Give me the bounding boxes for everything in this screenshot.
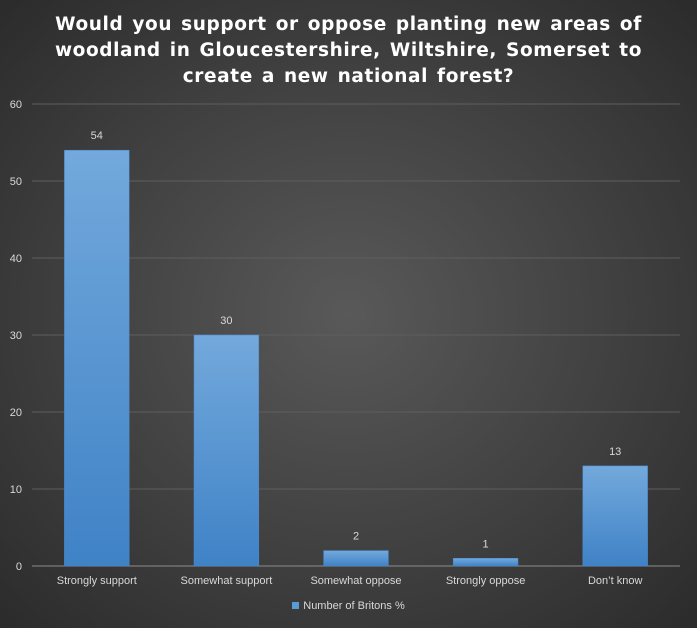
x-tick-label: Don’t know — [588, 575, 642, 587]
y-tick-label: 40 — [10, 253, 22, 265]
data-label: 54 — [91, 130, 103, 142]
x-tick-label: Strongly support — [57, 575, 137, 587]
y-tick-label: 0 — [16, 561, 22, 573]
x-tick-label: Somewhat oppose — [310, 575, 401, 587]
chart-title-line-1: Would you support or oppose planting new… — [55, 14, 642, 35]
y-axis: 0 10 20 30 40 50 60 — [10, 99, 22, 573]
y-tick-label: 60 — [10, 99, 22, 111]
legend-swatch — [292, 602, 300, 609]
legend-label: Number of Britons % — [303, 600, 405, 612]
data-label: 1 — [483, 538, 489, 550]
data-label: 13 — [609, 446, 621, 458]
data-labels: 54 30 2 1 13 — [91, 130, 622, 550]
bar — [452, 558, 519, 567]
bar — [64, 149, 130, 567]
y-tick-label: 30 — [10, 330, 22, 342]
data-label: 2 — [353, 531, 359, 543]
x-tick-label: Strongly oppose — [446, 575, 526, 587]
y-tick-label: 20 — [10, 407, 22, 419]
bar — [582, 465, 648, 567]
chart-title-line-2: woodland in Gloucestershire, Wiltshire, … — [54, 40, 643, 61]
chart-title: Would you support or oppose planting new… — [40, 12, 657, 90]
bars — [64, 149, 648, 567]
bar — [323, 550, 389, 567]
data-label: 30 — [220, 315, 232, 327]
y-tick-label: 10 — [10, 484, 22, 496]
bar — [193, 334, 260, 567]
x-tick-label: Somewhat support — [181, 575, 273, 587]
y-tick-label: 50 — [10, 176, 22, 188]
chart-title-line-3: create a new national forest? — [182, 66, 515, 87]
legend: Number of Britons % — [0, 600, 697, 612]
x-axis: Strongly support Somewhat support Somewhat… — [57, 575, 643, 587]
